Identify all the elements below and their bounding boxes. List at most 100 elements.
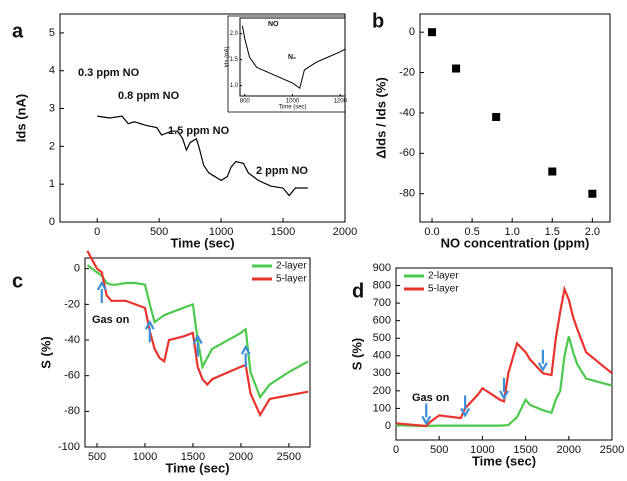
series-line [395, 285, 613, 428]
annotation: 1.5 ppm NO [168, 125, 230, 137]
x-axis-label: Time (sec) [472, 453, 536, 468]
y-tick-label: 100 [373, 402, 391, 414]
arrow [240, 344, 251, 368]
arrow [537, 349, 548, 373]
point [492, 112, 501, 121]
point [428, 28, 437, 37]
annotation: 0.8 ppm NO [118, 90, 180, 102]
y-tick-label: 400 [373, 350, 391, 362]
y-tick-label: 0 [385, 420, 391, 432]
y-tick-label: -40 [64, 334, 80, 346]
y-tick-label: 1.0 [230, 83, 239, 89]
x-tick-label: 1500 [181, 451, 205, 463]
annotation: Gas on [92, 314, 130, 326]
y-tick-label: -20 [399, 66, 415, 78]
y-tick-label: 1 [49, 178, 55, 190]
y-axis-label: ΔIds / Ids (%) [373, 77, 388, 159]
panel-label: c [12, 270, 23, 292]
x-axis-label: Time (sec) [165, 460, 229, 475]
x-tick-label: 500 [430, 444, 448, 456]
y-tick-label: -80 [64, 405, 80, 417]
arrow [421, 403, 432, 426]
y-tick-label: 500 [373, 332, 391, 344]
y-tick-label: 800 [373, 279, 391, 291]
x-tick-label: 800 [240, 99, 251, 105]
series-line [86, 264, 309, 400]
panel-label: d [352, 280, 364, 302]
x-tick-label: 500 [88, 451, 106, 463]
y-tick-label: 4 [49, 65, 55, 77]
y-tick-label: 700 [373, 297, 391, 309]
x-tick-label: 1200 [334, 99, 348, 105]
y-tick-label: 0 [49, 216, 55, 228]
x-tick-label: 1500 [271, 226, 295, 238]
y-tick-label: 0 [409, 26, 415, 38]
y-tick-label: 1.5 [230, 57, 239, 63]
annotation: N₂ [288, 54, 296, 61]
point [548, 167, 557, 176]
x-tick-label: 2000 [229, 451, 253, 463]
annotation: NO [268, 21, 279, 28]
x-tick-label: 1.5 [545, 226, 560, 238]
y-tick-label: 0 [74, 263, 80, 275]
point [588, 189, 597, 198]
y-axis-label: S (%) [349, 338, 364, 371]
x-tick-label: 1.0 [505, 226, 520, 238]
x-tick-label: 2000 [557, 444, 581, 456]
plot-frame [419, 13, 611, 223]
y-tick-label: 2 [49, 140, 55, 152]
y-tick-label: -80 [399, 188, 415, 200]
legend-label: 2-layer [428, 271, 459, 282]
x-tick-label: 2500 [277, 451, 301, 463]
arrow [499, 377, 509, 401]
y-tick-label: 3 [49, 102, 55, 114]
y-tick-label: 300 [373, 367, 391, 379]
x-tick-label: 1000 [209, 226, 233, 238]
x-tick-label: 2.0 [585, 226, 600, 238]
y-tick-label: 900 [373, 262, 391, 274]
y-tick-label: -60 [399, 147, 415, 159]
series-line [97, 115, 308, 197]
panel-label: a [12, 20, 24, 42]
x-tick-label: 500 [150, 226, 168, 238]
plot-frame [59, 13, 346, 223]
plot-frame [395, 267, 613, 441]
x-tick-label: 1000 [470, 444, 494, 456]
legend-label: 2-layer [276, 261, 307, 272]
annotation: 0.3 ppm NO [78, 67, 140, 79]
x-tick-label: 0 [94, 226, 100, 238]
x-axis-label: Time (sec) [278, 105, 306, 111]
legend-label: 5-layer [276, 274, 307, 285]
y-tick-label: 200 [373, 385, 391, 397]
point [452, 64, 461, 73]
y-tick-label: -60 [64, 370, 80, 382]
annotation: 2 ppm NO [256, 165, 308, 177]
x-tick-label: 1500 [513, 444, 537, 456]
x-tick-label: 0.5 [464, 226, 479, 238]
y-tick-label: -20 [64, 298, 80, 310]
series-line [241, 25, 346, 90]
series-line [395, 336, 613, 428]
y-axis-label: Ids (nA) [225, 46, 231, 67]
panel-label: b [372, 10, 384, 32]
arrow [144, 319, 155, 343]
x-tick-label: 0 [393, 444, 399, 456]
y-tick-label: 600 [373, 315, 391, 327]
arrow [192, 334, 203, 357]
arrow [96, 280, 107, 303]
x-tick-label: 1000 [286, 99, 300, 105]
arrow [460, 395, 471, 418]
x-tick-label: 2500 [600, 444, 624, 456]
y-tick-label: -100 [58, 441, 80, 453]
x-axis-label: NO concentration (ppm) [441, 235, 590, 250]
plot-frame [84, 257, 311, 448]
annotation: Gas on [412, 392, 450, 404]
x-tick-label: 2000 [333, 226, 357, 238]
legend-label: 5-layer [428, 284, 459, 295]
y-tick-label: 2.0 [230, 31, 239, 37]
y-tick-label: 5 [49, 27, 55, 39]
y-axis-label: Ids (nA) [13, 94, 28, 142]
x-tick-label: 0.0 [424, 226, 439, 238]
series-line [86, 250, 309, 418]
